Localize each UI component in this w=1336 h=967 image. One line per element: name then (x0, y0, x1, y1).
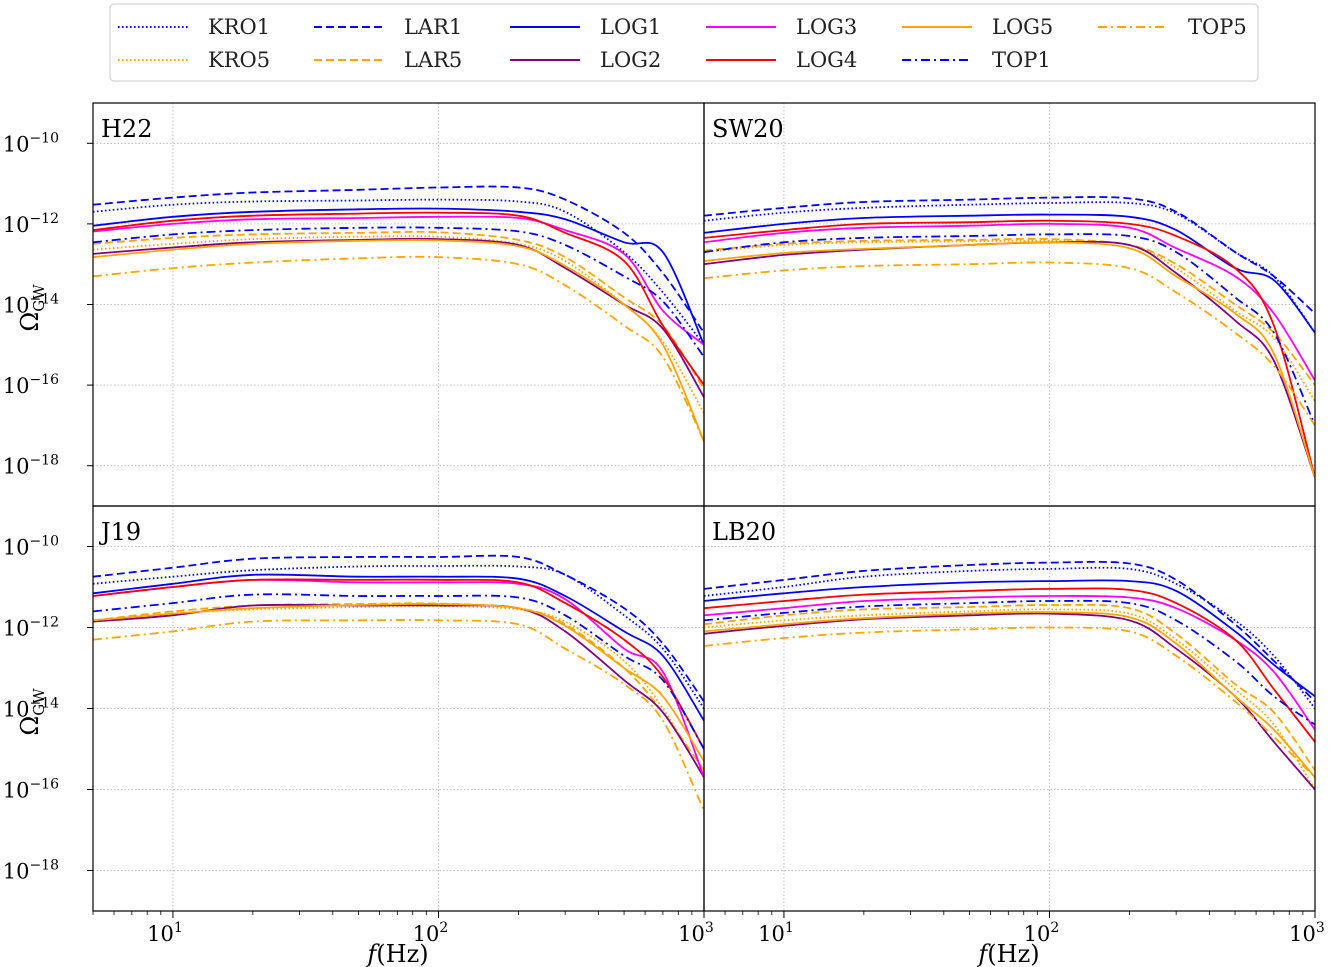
series-line-log3 (93, 215, 704, 346)
series-line-log5 (93, 602, 704, 762)
series-line-kro1 (704, 201, 1315, 334)
series-line-top1 (704, 233, 1315, 426)
series-line-kro1 (93, 564, 704, 710)
series-line-top1 (93, 593, 704, 750)
series-line-lar5 (704, 603, 1315, 771)
panel-sw20: SW20 (703, 102, 1316, 507)
legend-label-top5: TOP5 (1188, 15, 1247, 39)
series-line-kro5 (93, 235, 704, 414)
series-line-log5 (704, 611, 1315, 778)
axis-titles: f(Hz) f(Hz) ΩGW ΩGW (16, 284, 1040, 967)
legend-label-log2: LOG2 (600, 48, 661, 72)
series-line-top1 (704, 599, 1315, 726)
series-line-kro1 (93, 198, 704, 346)
series-line-lar1 (704, 196, 1315, 315)
series-line-log2 (704, 612, 1315, 791)
y-axis-title: ΩGW (16, 284, 48, 332)
series-line-log4 (93, 211, 704, 386)
legend-label-log4: LOG4 (796, 48, 857, 72)
series-line-log1 (93, 573, 704, 722)
legend-label-kro5: KRO5 (208, 48, 270, 72)
legend-label-kro1: KRO1 (208, 15, 270, 39)
series-line-log4 (93, 578, 704, 750)
series-line-kro5 (704, 608, 1315, 790)
series-line-log4 (704, 219, 1315, 479)
legend-label-log5: LOG5 (992, 15, 1053, 39)
y-axis-title: ΩGW (16, 688, 48, 736)
series-line-lar1 (93, 554, 704, 702)
legend-label-lar5: LAR5 (404, 48, 462, 72)
legend-frame (109, 3, 1259, 82)
series-line-lar5 (704, 237, 1315, 386)
legend-label-top1: TOP1 (992, 48, 1051, 72)
series-line-kro1 (704, 566, 1315, 710)
legend-label-log1: LOG1 (600, 15, 661, 39)
series-line-lar5 (93, 230, 704, 390)
panel-title: LB20 (712, 518, 776, 546)
series-line-top5 (704, 261, 1315, 426)
panel-title: H22 (101, 115, 152, 143)
x-axis-title: f(Hz) (365, 940, 428, 967)
series-line-log3 (704, 222, 1315, 381)
series-line-top5 (704, 626, 1315, 778)
series-line-log2 (704, 240, 1315, 479)
series-line-lar1 (93, 185, 704, 334)
series-line-top5 (93, 255, 704, 442)
series-line-log1 (704, 579, 1315, 698)
series-line-log1 (93, 207, 704, 346)
panel-frame (703, 505, 1316, 912)
series-line-log5 (704, 241, 1315, 479)
series-line-log4 (704, 587, 1315, 743)
panel-title: J19 (98, 518, 141, 546)
series-line-log5 (93, 239, 704, 442)
series-line-log2 (93, 237, 704, 398)
legend-label-lar1: LAR1 (404, 15, 462, 39)
series-line-log1 (704, 213, 1315, 334)
series-line-top1 (93, 226, 704, 358)
legend-label-log3: LOG3 (796, 15, 857, 39)
series-line-lar1 (704, 560, 1315, 703)
series-line-top5 (93, 619, 704, 812)
legend: KRO1 KRO5 LAR1 LAR5 LOG1 LOG2 LOG3 LOG4 LOG5 TOP1… (109, 3, 1259, 82)
panel-title: SW20 (712, 115, 784, 143)
x-axis-title: f(Hz) (976, 940, 1039, 967)
series-line-log3 (704, 595, 1315, 731)
